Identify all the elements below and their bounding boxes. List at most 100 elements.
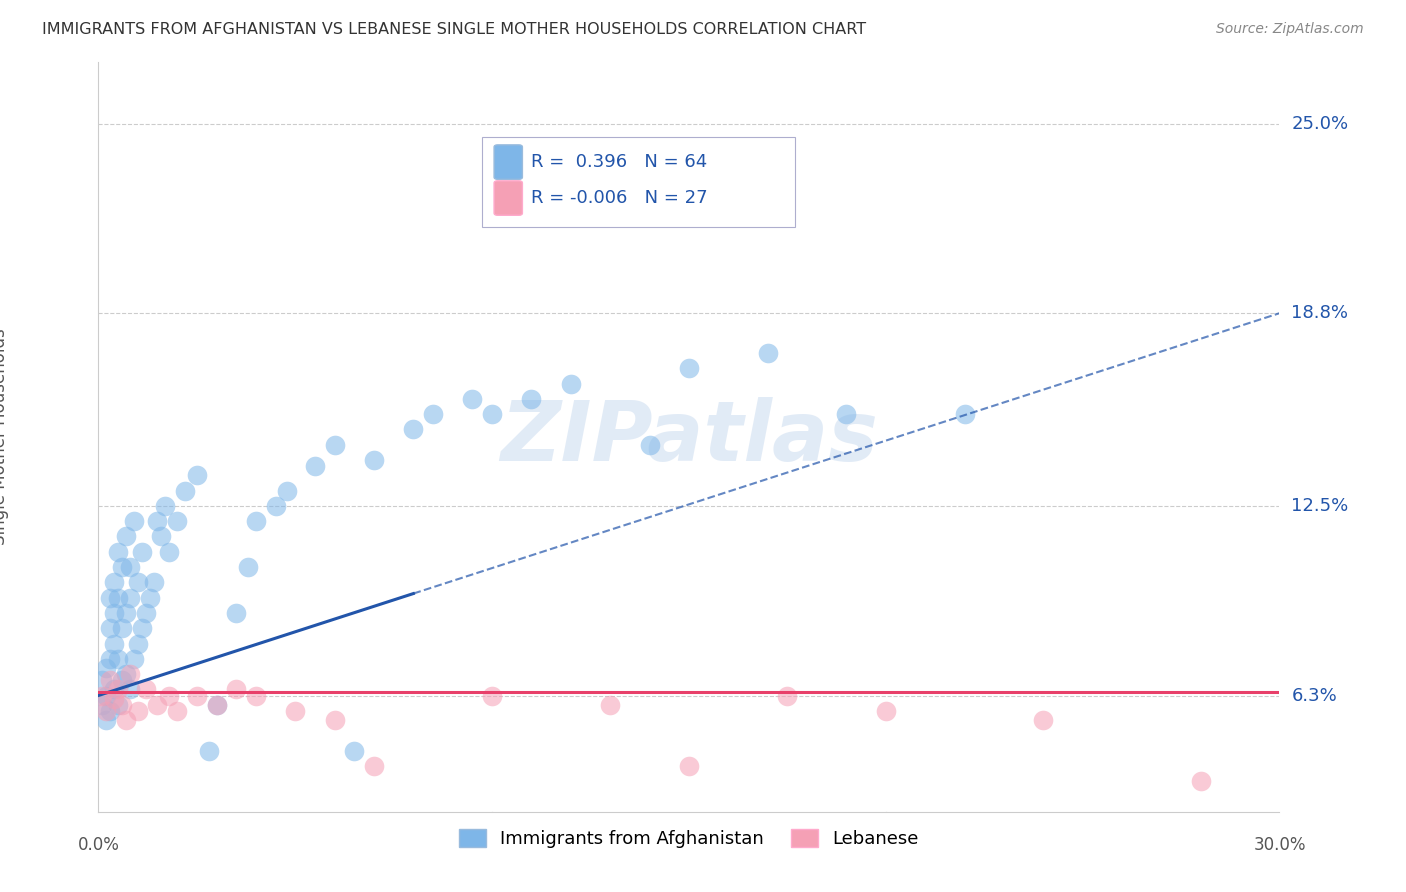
Point [111, 673, 134, 688]
Point [103, 636, 125, 650]
Point [157, 689, 180, 703]
Point [107, 545, 129, 559]
Text: 12.5%: 12.5% [1291, 497, 1348, 515]
Point [875, 704, 897, 718]
Text: 30.0%: 30.0% [1253, 836, 1306, 855]
Point [197, 743, 219, 757]
Point [166, 514, 188, 528]
Point [107, 591, 129, 605]
Point [245, 689, 267, 703]
Point [155, 499, 177, 513]
Point [245, 514, 267, 528]
Point [599, 698, 621, 712]
Point [98, 704, 121, 718]
Point [103, 691, 125, 706]
Point [91, 673, 114, 688]
Point [174, 483, 197, 498]
Point [127, 575, 149, 590]
Point [363, 759, 385, 773]
Point [343, 743, 366, 757]
Text: ZIPatlas: ZIPatlas [501, 397, 877, 477]
Point [115, 667, 138, 681]
FancyBboxPatch shape [494, 145, 523, 179]
Point [91, 689, 114, 703]
FancyBboxPatch shape [482, 137, 796, 227]
Point [186, 468, 208, 483]
Point [157, 545, 180, 559]
Point [103, 682, 125, 697]
Point [323, 438, 346, 452]
Point [96, 661, 118, 675]
Point [127, 704, 149, 718]
Point [142, 575, 165, 590]
Point [953, 407, 976, 421]
Point [103, 575, 125, 590]
Point [835, 407, 858, 421]
Point [236, 560, 259, 574]
Text: IMMIGRANTS FROM AFGHANISTAN VS LEBANESE SINGLE MOTHER HOUSEHOLDS CORRELATION CHA: IMMIGRANTS FROM AFGHANISTAN VS LEBANESE … [42, 22, 866, 37]
Point [520, 392, 543, 406]
Point [98, 652, 121, 666]
Point [111, 560, 134, 574]
Point [107, 698, 129, 712]
Point [678, 361, 700, 376]
Point [96, 704, 118, 718]
Point [91, 698, 114, 712]
Point [96, 689, 118, 703]
Point [98, 621, 121, 635]
Point [118, 682, 141, 697]
Text: 18.8%: 18.8% [1291, 304, 1348, 322]
Point [638, 438, 661, 452]
Text: R = -0.006   N = 27: R = -0.006 N = 27 [530, 189, 707, 207]
Legend: Immigrants from Afghanistan, Lebanese: Immigrants from Afghanistan, Lebanese [451, 822, 927, 855]
Text: Source: ZipAtlas.com: Source: ZipAtlas.com [1216, 22, 1364, 37]
Point [107, 652, 129, 666]
Point [264, 499, 287, 513]
Point [107, 682, 129, 697]
Point [115, 713, 138, 727]
Point [776, 689, 799, 703]
Point [138, 591, 160, 605]
Point [402, 422, 425, 436]
Point [225, 606, 247, 620]
Text: 25.0%: 25.0% [1291, 114, 1348, 133]
Text: 0.0%: 0.0% [77, 836, 120, 855]
Point [118, 591, 141, 605]
Point [98, 591, 121, 605]
Point [111, 698, 134, 712]
Point [135, 682, 157, 697]
Point [323, 713, 346, 727]
Point [96, 713, 118, 727]
Point [98, 673, 121, 688]
Point [122, 514, 145, 528]
Point [363, 453, 385, 467]
Text: 6.3%: 6.3% [1291, 687, 1337, 705]
Point [118, 667, 141, 681]
Point [118, 560, 141, 574]
Text: Single Mother Households: Single Mother Households [0, 329, 8, 545]
Point [146, 698, 169, 712]
Point [461, 392, 484, 406]
Point [131, 545, 153, 559]
Point [150, 529, 173, 543]
Point [756, 346, 779, 360]
Point [678, 759, 700, 773]
Point [131, 621, 153, 635]
Point [1189, 774, 1212, 789]
Point [284, 704, 307, 718]
FancyBboxPatch shape [494, 181, 523, 215]
Point [115, 529, 138, 543]
Point [225, 682, 247, 697]
Point [146, 514, 169, 528]
Point [205, 698, 228, 712]
Point [186, 689, 208, 703]
Point [560, 376, 582, 391]
Point [304, 459, 326, 474]
Text: R =  0.396   N = 64: R = 0.396 N = 64 [530, 153, 707, 171]
Point [1032, 713, 1054, 727]
Point [205, 698, 228, 712]
Point [276, 483, 298, 498]
Point [166, 704, 188, 718]
Point [481, 689, 503, 703]
Point [481, 407, 503, 421]
